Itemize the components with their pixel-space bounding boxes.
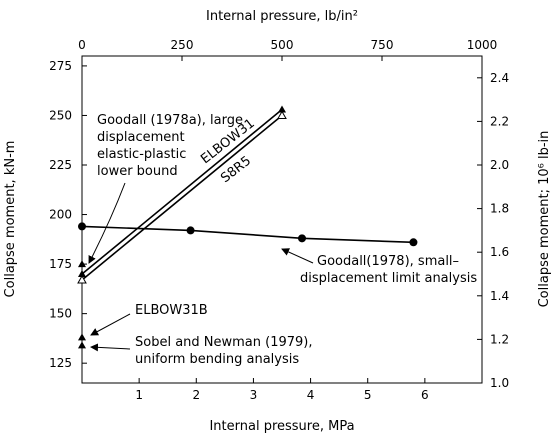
- y-tick-label: 125: [49, 356, 72, 370]
- arrow-sobel-newman: [90, 343, 131, 352]
- y2-tick-label: 1.0: [490, 376, 509, 390]
- annotation-sobel-newman-line: uniform bending analysis: [135, 352, 299, 367]
- data-point-filled-triangle: [78, 333, 86, 341]
- annotation-goodall-lower-bound-line: displacement: [97, 130, 185, 145]
- ticks-layer: 1 2 3 4 5 6 0 250 500 750 1000 125 150 175 200 225 250 27…: [49, 38, 509, 402]
- annotations: ELBOW31 S8R5 Goodall (1978a), large disp…: [88, 113, 477, 367]
- y2-tick-label: 1.2: [490, 332, 509, 346]
- y2-tick-label: 2.0: [490, 158, 509, 172]
- x-tick-label: 1: [135, 388, 143, 402]
- arrow-goodall-lower-bound: [88, 182, 126, 264]
- y-tick-label: 175: [49, 257, 72, 271]
- x2-tick-label: 1000: [467, 38, 498, 52]
- series-line: [81, 108, 283, 275]
- data-point-filled-triangle: [78, 270, 86, 277]
- annotation-goodall-lower-bound-line: lower bound: [97, 164, 178, 179]
- arrow-elbow31b: [90, 313, 131, 336]
- x-tick-label: 4: [307, 388, 315, 402]
- annotation-goodall-limit-line: Goodall(1978), small–: [317, 254, 459, 269]
- x-tick-label: 3: [250, 388, 258, 402]
- data-point-filled-triangle: [278, 105, 286, 113]
- y-tick-label: 275: [49, 59, 72, 73]
- data-point-filled-triangle: [78, 341, 86, 349]
- annotation-goodall-limit-line: displacement limit analysis: [300, 271, 477, 286]
- arrow-goodall-limit: [281, 248, 314, 264]
- annotation-goodall-lower-bound-line: Goodall (1978a), large: [97, 113, 243, 128]
- x2-axis-title: Internal pressure, lb/in²: [206, 9, 358, 24]
- y-tick-label: 225: [49, 158, 72, 172]
- y2-tick-label: 1.6: [490, 245, 509, 259]
- x2-tick-label: 0: [78, 38, 86, 52]
- x-axis-title: Internal pressure, MPa: [209, 419, 354, 434]
- y2-axis-title: Collapse moment; 10⁶ lb-in: [537, 131, 552, 308]
- annotation-goodall-lower-bound: Goodall (1978a), large displacement elas…: [97, 113, 247, 179]
- x2-tick-label: 250: [171, 38, 194, 52]
- series-line: [81, 225, 414, 244]
- annotation-sobel-newman-line: Sobel and Newman (1979),: [135, 335, 313, 350]
- y-tick-label: 150: [49, 307, 72, 321]
- y2-tick-label: 1.4: [490, 289, 509, 303]
- data-point-circle: [186, 226, 195, 235]
- data-point-circle: [78, 222, 86, 231]
- x2-tick-label: 500: [271, 38, 294, 52]
- y2-tick-label: 1.8: [490, 202, 509, 216]
- data-point-circle: [409, 238, 418, 247]
- y2-tick-label: 2.4: [490, 71, 509, 85]
- data-point-circle: [298, 234, 306, 243]
- data-point-open-triangle: [77, 274, 87, 284]
- annotation-elbow31b: ELBOW31B: [135, 303, 208, 318]
- y2-tick-label: 2.2: [490, 114, 509, 128]
- annotation-goodall-lower-bound-line: elastic-plastic: [97, 147, 186, 162]
- data-point-filled-triangle: [78, 260, 86, 268]
- x-tick-label: 6: [421, 388, 429, 402]
- y-tick-label: 250: [49, 108, 72, 122]
- annotation-goodall-limit: Goodall(1978), small– displacement limit…: [300, 254, 477, 286]
- y-tick-label: 200: [49, 208, 72, 222]
- x2-tick-label: 750: [371, 38, 394, 52]
- x-tick-label: 5: [364, 388, 372, 402]
- series-layer: [77, 105, 418, 349]
- annotation-sobel-newman: Sobel and Newman (1979), uniform bending…: [135, 335, 317, 367]
- x-tick-label: 2: [192, 388, 200, 402]
- plot-frame: [81, 55, 483, 384]
- data-point-open-triangle: [277, 110, 287, 119]
- y-axis-title: Collapse moment, kN-m: [3, 141, 18, 298]
- series-line: [81, 114, 283, 281]
